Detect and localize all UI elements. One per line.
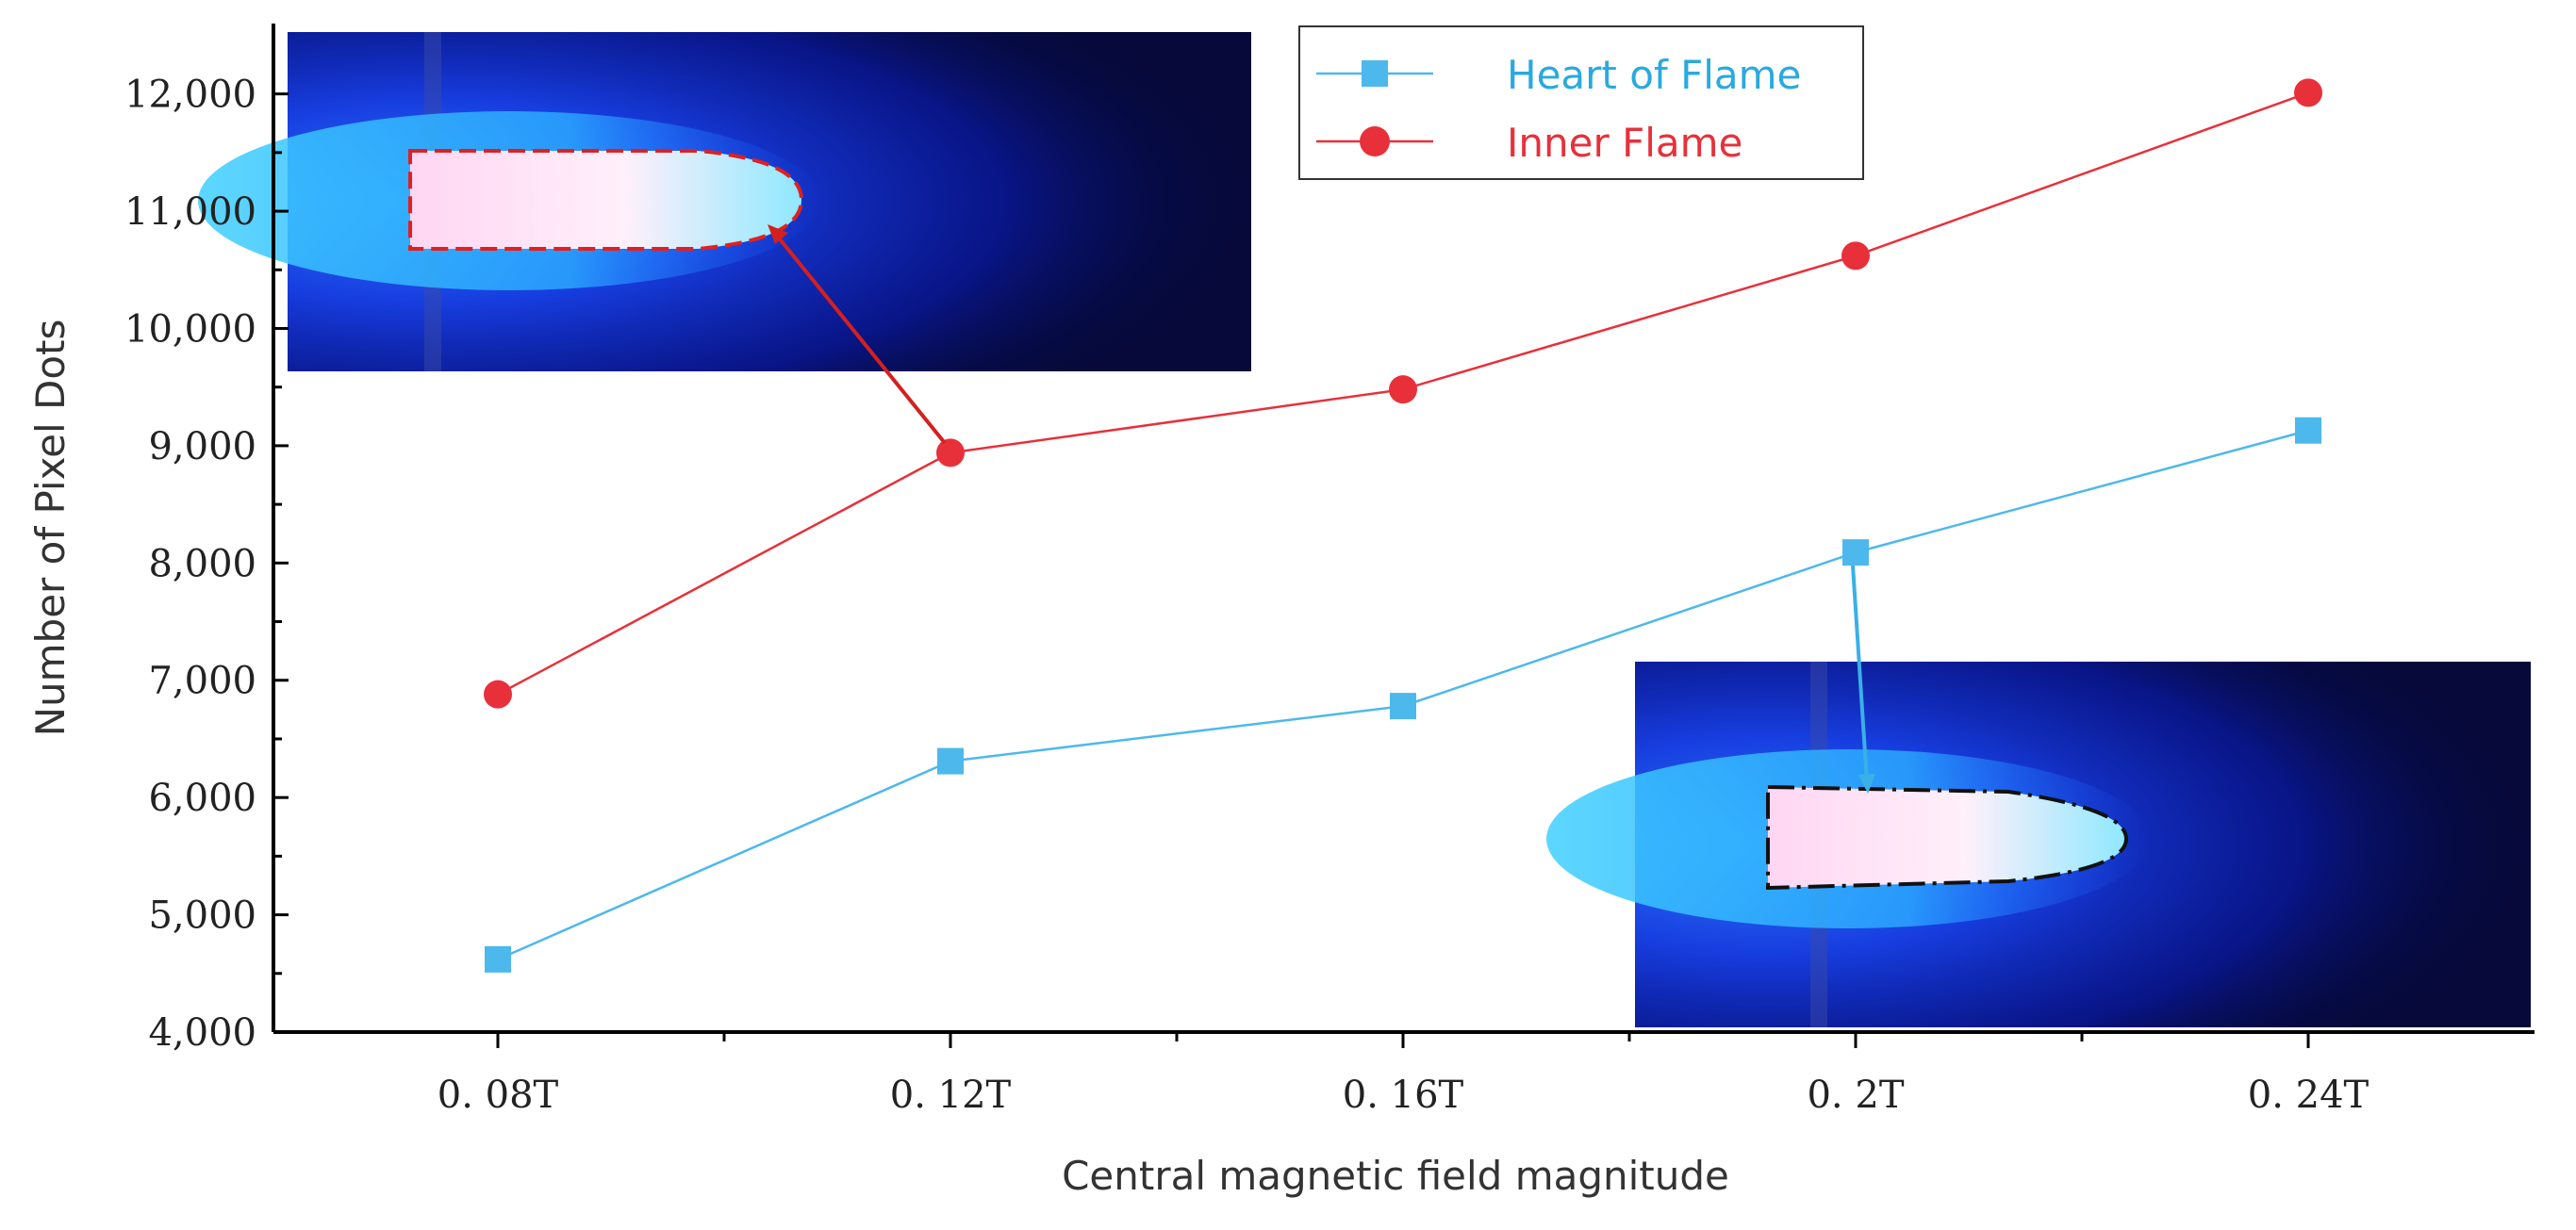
x-axis-title: Central magnetic field magnitude [1062, 1153, 1729, 1199]
arrow-to-heart-flame [1851, 565, 1869, 783]
data-point-square [2295, 417, 2321, 444]
y-tick-label: 8,000 [148, 542, 256, 585]
series-heart-of-flame [485, 417, 2321, 973]
y-tick-label: 11,000 [124, 190, 256, 234]
x-tick-label: 0. 2T [1807, 1074, 1904, 1117]
y-tick-label: 5,000 [148, 894, 256, 938]
annotation-arrows [768, 224, 1875, 794]
flame-photo-inset-inner [198, 32, 1251, 371]
legend-label-inner: Inner Flame [1507, 120, 1742, 166]
y-tick-label: 12,000 [124, 74, 256, 117]
x-tick-label: 0. 24T [2248, 1074, 2370, 1117]
series-inner-flame [484, 78, 2322, 709]
y-axis-title: Number of Pixel Dots [27, 320, 74, 737]
y-tick-label: 7,000 [148, 660, 256, 703]
x-tick-label: 0. 16T [1343, 1074, 1464, 1117]
y-tick-label: 9,000 [148, 425, 256, 468]
y-tick-label: 10,000 [124, 307, 256, 351]
x-ticks: 0. 08T 0. 12T 0. 16T 0. 2T 0. 24T [438, 1032, 2370, 1117]
legend-item-inner-flame: Inner Flame [1316, 120, 1742, 166]
data-point-circle [936, 438, 965, 467]
x-tick-label: 0. 08T [438, 1074, 559, 1117]
data-point-circle [1389, 375, 1417, 404]
data-point-square [485, 945, 511, 973]
arrow-to-inner-flame [771, 229, 947, 445]
arrow-head-heart [1858, 774, 1875, 794]
data-point-circle [2294, 78, 2322, 107]
data-point-square [1390, 693, 1416, 720]
legend: Heart of Flame Inner Flame [1298, 25, 1864, 180]
axes: 4,000 5,000 6,000 7,000 8,000 9,000 10,000 11,0… [124, 24, 2535, 1117]
legend-label-heart: Heart of Flame [1507, 52, 1801, 98]
data-point-circle [1841, 241, 1870, 271]
data-point-circle [484, 680, 512, 709]
y-tick-label: 6,000 [148, 777, 256, 820]
data-point-square [1842, 539, 1869, 566]
x-tick-label: 0. 12T [890, 1074, 1012, 1117]
y-ticks: 4,000 5,000 6,000 7,000 8,000 9,000 10,000 11,0… [124, 74, 289, 1055]
legend-item-heart-of-flame: Heart of Flame [1316, 52, 1801, 98]
arrow-head-inner [768, 224, 788, 244]
series-layer [484, 78, 2322, 973]
y-tick-label: 4,000 [148, 1011, 256, 1055]
flame-photo-inset-heart [1546, 662, 2531, 1027]
legend-box [1298, 25, 1864, 180]
data-point-square [937, 747, 964, 775]
